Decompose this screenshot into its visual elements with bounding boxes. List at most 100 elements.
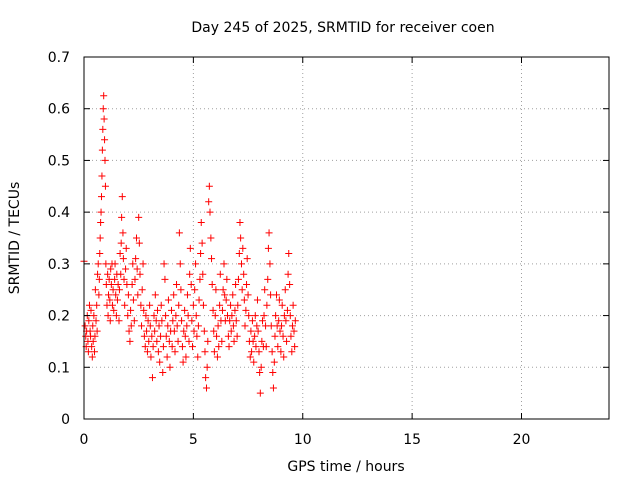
data-point	[91, 348, 98, 356]
data-points	[80, 92, 299, 397]
data-point	[256, 389, 264, 397]
data-point	[186, 270, 194, 278]
data-point	[166, 363, 174, 371]
data-point	[151, 291, 159, 299]
data-point	[179, 358, 187, 366]
data-point	[189, 301, 197, 309]
data-point	[251, 312, 259, 320]
data-point	[164, 296, 172, 304]
data-point	[113, 296, 121, 304]
data-point	[288, 322, 296, 330]
data-point	[243, 281, 251, 289]
data-point	[239, 244, 247, 252]
data-point	[124, 312, 132, 320]
data-point	[223, 275, 231, 283]
data-point	[158, 317, 166, 325]
data-point	[207, 234, 215, 242]
data-point	[102, 260, 110, 268]
data-point	[219, 286, 227, 294]
data-point	[126, 337, 134, 345]
data-point	[170, 291, 178, 299]
data-point	[122, 265, 130, 273]
data-point	[108, 301, 116, 309]
data-point	[118, 213, 126, 221]
data-point	[143, 348, 151, 356]
data-point	[203, 384, 210, 392]
data-point	[133, 265, 141, 273]
data-point	[143, 327, 151, 335]
data-point	[117, 239, 125, 247]
data-point	[89, 337, 97, 345]
data-point	[269, 384, 277, 392]
data-point	[81, 322, 89, 330]
data-point	[182, 353, 190, 361]
data-point	[132, 255, 140, 263]
data-point	[228, 312, 236, 320]
data-point	[99, 105, 107, 113]
data-point	[138, 286, 146, 294]
data-point	[234, 275, 242, 283]
data-point	[216, 270, 224, 278]
data-point	[141, 343, 149, 351]
data-point	[287, 332, 295, 340]
y-axis-label: SRMTID / TECUs	[7, 182, 23, 295]
data-point	[88, 353, 96, 361]
data-point	[133, 234, 140, 242]
data-point	[273, 291, 280, 299]
data-point	[140, 306, 148, 314]
data-point	[100, 115, 108, 123]
data-point	[194, 353, 202, 361]
data-point	[279, 332, 287, 340]
data-point	[101, 136, 109, 144]
data-point	[249, 337, 257, 345]
data-point	[88, 343, 96, 351]
data-point	[125, 327, 133, 335]
data-point	[106, 317, 114, 325]
data-point	[289, 301, 297, 309]
data-point	[218, 306, 226, 314]
data-point	[183, 322, 191, 330]
data-point	[286, 281, 294, 289]
data-point	[174, 337, 182, 345]
data-point	[89, 322, 97, 330]
data-point	[162, 312, 170, 320]
data-point	[248, 348, 256, 356]
y-tick-labels: 0 0.1 0.2 0.3 0.4 0.5 0.6 0.7	[48, 50, 70, 428]
data-point	[191, 286, 199, 294]
data-point	[99, 125, 107, 133]
data-point	[171, 348, 179, 356]
data-point	[144, 317, 152, 325]
data-point	[117, 270, 125, 278]
data-point	[84, 348, 92, 356]
data-point	[107, 265, 115, 273]
data-point	[118, 193, 126, 201]
data-point	[183, 291, 191, 299]
data-point	[270, 358, 278, 366]
data-point	[128, 281, 136, 289]
data-point	[281, 286, 289, 294]
data-point	[175, 229, 183, 237]
data-point	[259, 317, 266, 325]
data-point	[286, 312, 294, 320]
data-point	[180, 327, 188, 335]
data-point	[142, 312, 150, 320]
data-point	[193, 332, 201, 340]
data-point	[146, 301, 154, 309]
data-point	[119, 229, 127, 237]
data-point	[165, 337, 173, 345]
data-point	[91, 286, 99, 294]
data-point	[181, 332, 189, 340]
data-point	[146, 322, 154, 330]
data-point	[275, 317, 283, 325]
data-point	[129, 296, 137, 304]
data-point	[98, 172, 106, 180]
data-point	[98, 193, 105, 201]
data-point	[234, 301, 242, 309]
data-point	[230, 337, 238, 345]
data-point	[280, 312, 288, 320]
data-point	[246, 353, 254, 361]
data-point	[154, 348, 162, 356]
data-point	[176, 260, 184, 268]
data-point	[106, 296, 114, 304]
data-point	[274, 343, 282, 351]
